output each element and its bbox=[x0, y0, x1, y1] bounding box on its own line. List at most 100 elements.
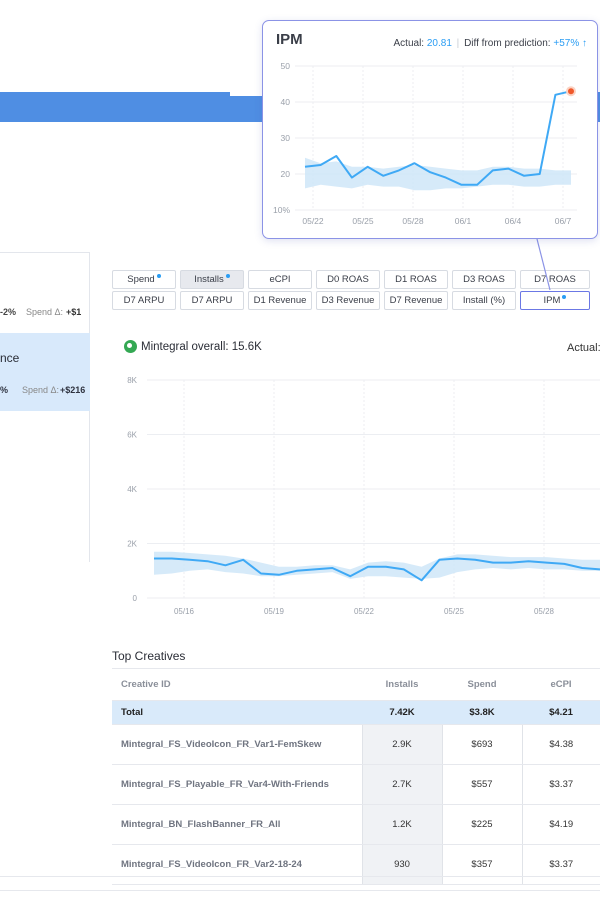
metric-button-d3-revenue[interactable]: D3 Revenue bbox=[316, 291, 380, 310]
table-row[interactable]: Mintegral_FS_VideoIcon_FR_Var2-18-24 930… bbox=[112, 844, 600, 885]
x-tick-label: 05/25 bbox=[352, 216, 374, 226]
column-header-creative-id[interactable]: Creative ID bbox=[112, 668, 362, 701]
metric-button-d0-roas[interactable]: D0 ROAS bbox=[316, 270, 380, 289]
x-tick-label: 05/22 bbox=[302, 216, 324, 226]
metric-button-d7-roas[interactable]: D7 ROAS bbox=[520, 270, 590, 289]
installs-cell: 930 bbox=[361, 844, 442, 885]
metric-label: D0 ROAS bbox=[327, 274, 369, 285]
series-line bbox=[304, 90, 572, 186]
active-dot-icon bbox=[225, 274, 230, 278]
table-row[interactable]: Mintegral_FS_VideoIcon_FR_Var1-FemSkew 2… bbox=[112, 724, 600, 765]
metric-label: D7 ROAS bbox=[534, 274, 576, 285]
column-header-ecpi[interactable]: eCPI bbox=[522, 668, 600, 701]
spend-delta-value: +$1 bbox=[66, 307, 82, 317]
metric-label: D1 ROAS bbox=[395, 274, 437, 285]
network-list-panel: -2% Spend Δ: +$1 nce % Spend Δ: +$216 bbox=[0, 252, 90, 562]
arrow-up-icon: ↑ bbox=[582, 38, 587, 49]
x-tick-label: 06/1 bbox=[455, 216, 472, 226]
y-tick-label: 2K bbox=[127, 540, 137, 549]
x-tick-label: 05/28 bbox=[534, 607, 555, 616]
y-tick-label: 40 bbox=[281, 97, 291, 107]
metric-button-d3-roas[interactable]: D3 ROAS bbox=[452, 270, 516, 289]
top-creatives-table: Creative ID Installs Spend eCPI Total 7.… bbox=[112, 668, 600, 885]
x-tick-label: 05/28 bbox=[402, 216, 424, 226]
ecpi-cell: $3.37 bbox=[521, 844, 600, 885]
header-notch bbox=[230, 92, 264, 96]
spend-cell: $693 bbox=[441, 724, 522, 765]
popup-title: IPM bbox=[276, 31, 303, 48]
y-tick-label: 0 bbox=[133, 594, 138, 603]
metric-button-d7-revenue[interactable]: D7 Revenue bbox=[384, 291, 448, 310]
y-tick-label: 8K bbox=[127, 376, 137, 385]
metric-label: D3 Revenue bbox=[321, 295, 375, 306]
metric-button-d7-arpu[interactable]: D7 ARPU bbox=[112, 291, 176, 310]
metric-button-installs[interactable]: Installs bbox=[180, 270, 244, 289]
creative-id[interactable]: Mintegral_FS_VideoIcon_FR_Var1-FemSkew bbox=[112, 724, 362, 765]
creative-id[interactable]: Mintegral_FS_VideoIcon_FR_Var2-18-24 bbox=[112, 844, 362, 885]
column-header-spend[interactable]: Spend bbox=[442, 668, 522, 701]
y-tick-label: 4K bbox=[127, 485, 137, 494]
ipm-detail-popup: IPM Actual: 20.81 | Diff from prediction… bbox=[262, 20, 598, 239]
metric-label: D1 Revenue bbox=[253, 295, 307, 306]
delta-value: -2% bbox=[0, 307, 17, 317]
metric-button-d7-arpu[interactable]: D7 ARPU bbox=[180, 291, 244, 310]
y-tick-label: 20 bbox=[281, 169, 291, 179]
table-total-row: Total 7.42K $3.8K $4.21 bbox=[112, 700, 600, 725]
metric-button-d1-roas[interactable]: D1 ROAS bbox=[384, 270, 448, 289]
x-tick-label: 06/7 bbox=[555, 216, 572, 226]
spend-cell: $357 bbox=[441, 844, 522, 885]
active-dot-icon bbox=[562, 295, 567, 299]
popup-stats: Actual: 20.81 | Diff from prediction: +5… bbox=[393, 38, 588, 49]
metric-label: D7 ARPU bbox=[123, 295, 165, 306]
metric-label: IPM bbox=[543, 295, 561, 306]
y-tick-label: 6K bbox=[127, 431, 137, 440]
metric-label: D7 ARPU bbox=[191, 295, 233, 306]
mintegral-logo-icon bbox=[124, 340, 137, 353]
installs-cell: 2.9K bbox=[361, 724, 442, 765]
metric-button-ipm[interactable]: IPM bbox=[520, 291, 590, 310]
table-title: Top Creatives bbox=[112, 649, 186, 663]
creative-id[interactable]: Mintegral_FS_Playable_FR_Var4-With-Frien… bbox=[112, 764, 362, 805]
spend-delta-value: +$216 bbox=[60, 385, 86, 395]
table-row[interactable]: Mintegral_BN_FlashBanner_FR_All 1.2K $22… bbox=[112, 804, 600, 845]
total-spend: $3.8K bbox=[442, 700, 522, 725]
metric-selector: Spend Installs eCPI D0 ROAS D1 ROAS D3 ROAS D7… bbox=[92, 258, 600, 320]
creative-id[interactable]: Mintegral_BN_FlashBanner_FR_All bbox=[112, 804, 362, 845]
column-header-installs[interactable]: Installs bbox=[362, 668, 442, 701]
active-dot-icon bbox=[156, 274, 161, 278]
spend-delta-label: Spend Δ: bbox=[22, 385, 60, 395]
total-label: Total bbox=[112, 700, 362, 725]
metric-button-d1-revenue[interactable]: D1 Revenue bbox=[248, 291, 312, 310]
metric-button-ecpi[interactable]: eCPI bbox=[248, 270, 312, 289]
metric-button-install[interactable]: Install (%) bbox=[452, 291, 516, 310]
table-header-row: Creative ID Installs Spend eCPI bbox=[112, 668, 600, 701]
network-name: nce bbox=[0, 351, 20, 365]
delta-value: % bbox=[0, 385, 9, 395]
metric-label: Spend bbox=[127, 274, 155, 285]
ecpi-cell: $4.19 bbox=[521, 804, 600, 845]
total-ecpi: $4.21 bbox=[522, 700, 600, 725]
metric-button-spend[interactable]: Spend bbox=[112, 270, 176, 289]
source-total-label: Mintegral overall: 15.6K bbox=[141, 340, 262, 353]
table-row[interactable]: Mintegral_FS_Playable_FR_Var4-With-Frien… bbox=[112, 764, 600, 805]
actual-label: Actual: bbox=[567, 342, 600, 354]
ecpi-cell: $4.38 bbox=[521, 724, 600, 765]
x-tick-label: 05/19 bbox=[264, 607, 285, 616]
installs-cell: 1.2K bbox=[361, 804, 442, 845]
x-tick-label: 05/16 bbox=[174, 607, 195, 616]
chart-source-header: Mintegral overall: 15.6K bbox=[124, 340, 262, 353]
x-tick-label: 05/22 bbox=[354, 607, 375, 616]
y-tick-label: 10% bbox=[273, 205, 290, 215]
metric-label: Installs bbox=[194, 274, 224, 285]
diff-label: Diff from prediction: bbox=[464, 38, 551, 49]
spend-cell: $225 bbox=[441, 804, 522, 845]
x-tick-label: 06/4 bbox=[505, 216, 522, 226]
installs-cell: 2.7K bbox=[361, 764, 442, 805]
network-list-item[interactable]: -2% Spend Δ: +$1 bbox=[0, 301, 90, 323]
spend-cell: $557 bbox=[441, 764, 522, 805]
metric-label: D7 Revenue bbox=[389, 295, 443, 306]
network-list-item-active[interactable]: nce % Spend Δ: +$216 bbox=[0, 333, 90, 411]
current-value-marker bbox=[566, 86, 576, 97]
popup-chart-svg: 50 40 30 20 10% 05/22 05/25 05/28 06/1 06/4 06/7 bbox=[273, 61, 577, 226]
y-tick-label: 50 bbox=[281, 61, 291, 71]
